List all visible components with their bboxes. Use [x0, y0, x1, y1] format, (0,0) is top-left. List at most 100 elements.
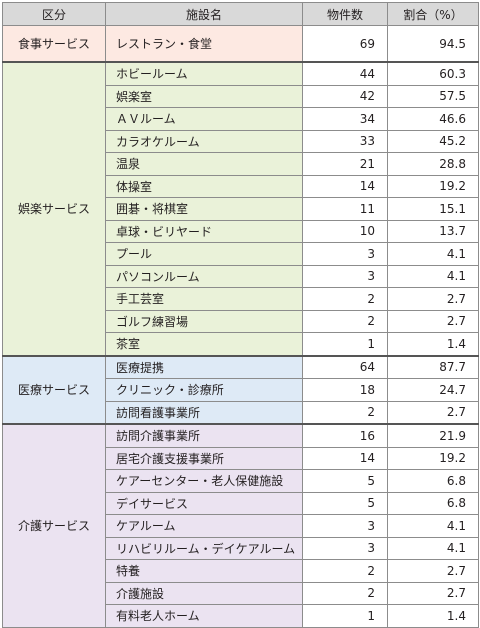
- facility-count: 5: [302, 469, 388, 493]
- facility-ratio: 6.8: [387, 491, 479, 515]
- facility-count: 69: [302, 25, 388, 63]
- facility-ratio: 2.7: [387, 287, 479, 311]
- table-row: 介護施設 2 2.7: [3, 581, 479, 605]
- facility-ratio: 1.4: [387, 332, 479, 356]
- facility-ratio: 60.3: [387, 61, 479, 86]
- facility-count: 42: [302, 84, 388, 108]
- facility-count: 16: [302, 423, 388, 448]
- facility-count: 2: [302, 581, 388, 605]
- facility-ratio: 24.7: [387, 378, 479, 402]
- facility-ratio: 4.1: [387, 242, 479, 266]
- table-row: パソコンルーム 3 4.1: [3, 264, 479, 288]
- facility-count: 18: [302, 378, 388, 402]
- facility-count: 11: [302, 197, 388, 221]
- table-row: 娯楽室 42 57.5: [3, 84, 479, 108]
- facility-ratio: 1.4: [387, 604, 479, 628]
- facility-name: パソコンルーム: [105, 264, 303, 288]
- facility-ratio: 19.2: [387, 174, 479, 198]
- facility-count: 2: [302, 309, 388, 333]
- facility-name: プール: [105, 242, 303, 266]
- facility-ratio: 28.8: [387, 152, 479, 176]
- facility-name: 介護施設: [105, 581, 303, 605]
- facility-name: ケアーセンター・老人保健施設: [105, 469, 303, 493]
- facility-count: 2: [302, 559, 388, 583]
- facility-count: 64: [302, 354, 388, 379]
- table-row: 体操室 14 19.2: [3, 174, 479, 198]
- category-cell-care: 介護サービス: [2, 423, 106, 628]
- facility-name: 卓球・ビリヤード: [105, 219, 303, 243]
- table-row: 茶室 1 1.4: [3, 332, 479, 356]
- facility-ratio: 2.7: [387, 559, 479, 583]
- category-cell-medical: 医療サービス: [2, 354, 106, 425]
- facility-name: リハビリルーム・デイケアルーム: [105, 536, 303, 560]
- facility-name: 有料老人ホーム: [105, 604, 303, 628]
- facility-count: 10: [302, 219, 388, 243]
- facility-count: 14: [302, 174, 388, 198]
- facility-name: 手工芸室: [105, 287, 303, 311]
- table-row: カラオケルーム 33 45.2: [3, 129, 479, 153]
- facility-count: 1: [302, 332, 388, 356]
- table-row: 卓球・ビリヤード 10 13.7: [3, 219, 479, 243]
- facility-ratio: 15.1: [387, 197, 479, 221]
- facility-name: 特養: [105, 559, 303, 583]
- table-row: 食事サービス レストラン・食堂 69 94.5: [2, 25, 479, 63]
- header-ratio: 割合（%）: [387, 2, 479, 26]
- header-count: 物件数: [302, 2, 388, 26]
- facility-name: クリニック・診療所: [105, 378, 303, 402]
- table-row: 温泉 21 28.8: [3, 152, 479, 176]
- facility-count: 1: [302, 604, 388, 628]
- table-row: デイサービス 5 6.8: [3, 491, 479, 515]
- facility-ratio: 4.1: [387, 536, 479, 560]
- category-cell-food: 食事サービス: [2, 25, 106, 63]
- facility-ratio: 45.2: [387, 129, 479, 153]
- facility-name: 居宅介護支援事業所: [105, 446, 303, 470]
- facility-name: ホビールーム: [105, 61, 303, 86]
- facility-name: レストラン・食堂: [105, 25, 303, 63]
- facility-ratio: 2.7: [387, 581, 479, 605]
- facility-ratio: 4.1: [387, 514, 479, 538]
- facility-name: デイサービス: [105, 491, 303, 515]
- table-row: ゴルフ練習場 2 2.7: [3, 309, 479, 333]
- table-row: 医療サービス 医療提携 64 87.7: [2, 354, 479, 425]
- facility-count: 33: [302, 129, 388, 153]
- facility-ratio: 87.7: [387, 354, 479, 379]
- facility-ratio: 13.7: [387, 219, 479, 243]
- facility-ratio: 21.9: [387, 423, 479, 448]
- facility-ratio: 6.8: [387, 469, 479, 493]
- facility-ratio: 2.7: [387, 309, 479, 333]
- facility-count: 3: [302, 242, 388, 266]
- table-row: 娯楽サービス ホビールーム 44 60.3: [2, 61, 479, 356]
- table-row: ケアルーム 3 4.1: [3, 514, 479, 538]
- table-row: クリニック・診療所 18 24.7: [3, 378, 479, 402]
- facility-name: 訪問看護事業所: [105, 400, 303, 425]
- facility-name: 医療提携: [105, 354, 303, 379]
- facility-ratio: 4.1: [387, 264, 479, 288]
- facility-name: 温泉: [105, 152, 303, 176]
- facility-name: ケアルーム: [105, 514, 303, 538]
- header-category: 区分: [2, 2, 106, 26]
- table-row: 囲碁・将棋室 11 15.1: [3, 197, 479, 221]
- facility-name: 訪問介護事業所: [105, 423, 303, 448]
- facility-count: 3: [302, 264, 388, 288]
- table-row: リハビリルーム・デイケアルーム 3 4.1: [3, 536, 479, 560]
- facility-name: 娯楽室: [105, 84, 303, 108]
- facility-ratio: 19.2: [387, 446, 479, 470]
- table-row: 居宅介護支援事業所 14 19.2: [3, 446, 479, 470]
- facility-count: 3: [302, 514, 388, 538]
- facility-count: 34: [302, 107, 388, 131]
- facility-count: 3: [302, 536, 388, 560]
- facility-ratio: 94.5: [387, 25, 479, 63]
- facility-count: 44: [302, 61, 388, 86]
- facility-name: ＡＶルーム: [105, 107, 303, 131]
- facility-count: 2: [302, 400, 388, 425]
- facility-name: 茶室: [105, 332, 303, 356]
- facility-ratio: 57.5: [387, 84, 479, 108]
- category-cell-entertainment: 娯楽サービス: [2, 61, 106, 356]
- facility-count: 21: [302, 152, 388, 176]
- table-row: 介護サービス 訪問介護事業所 16 21.9: [2, 423, 479, 628]
- header-row: 区分 施設名 物件数 割合（%）: [2, 2, 479, 26]
- header-facility: 施設名: [105, 2, 303, 26]
- facility-name: カラオケルーム: [105, 129, 303, 153]
- table-row: ＡＶルーム 34 46.6: [3, 107, 479, 131]
